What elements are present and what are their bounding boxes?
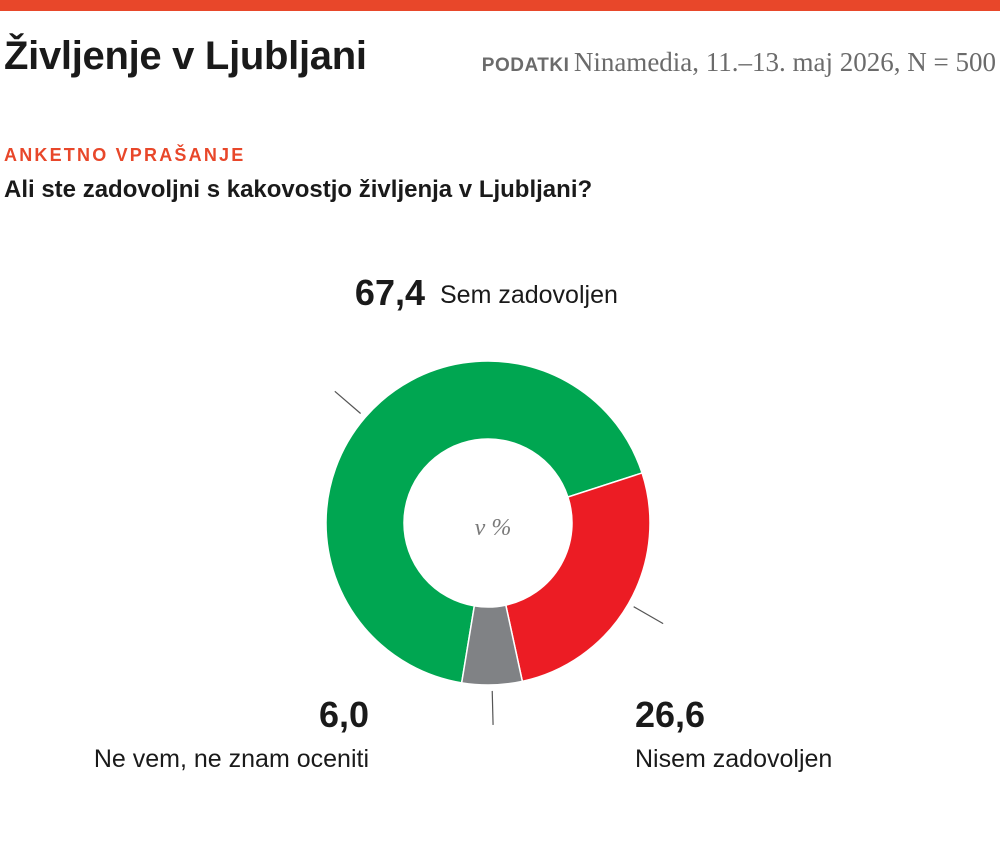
slice-label-satisfied: Sem zadovoljen — [440, 281, 618, 309]
question-text: Ali ste zadovoljni s kakovostjo življenj… — [4, 176, 593, 203]
slice-dont-know — [460, 604, 524, 686]
slice-dissatisfied — [504, 471, 651, 683]
slice-value-satisfied: 67,4 — [355, 272, 425, 313]
slice-value-dissatisfied: 26,6 — [635, 694, 705, 735]
donut-slices — [325, 360, 651, 686]
source-label: PODATKI — [481, 55, 570, 76]
center-unit-label: v % — [475, 515, 512, 541]
slice-label-dont-know: Ne vem, ne znam oceniti — [94, 745, 369, 773]
leader-line-dissatisfied — [633, 606, 664, 625]
source-text: Ninamedia, 11.–13. maj 2026, N = 500 — [573, 47, 996, 77]
leader-line-dont-know — [491, 690, 494, 725]
slice-value-dont-know: 6,0 — [319, 694, 369, 735]
leader-lines — [334, 390, 664, 725]
page-title: Življenje v Ljubljani — [4, 34, 367, 78]
leader-line-satisfied — [334, 390, 361, 414]
slice-satisfied — [325, 360, 644, 684]
top-accent-bar — [0, 0, 1000, 11]
slice-label-dissatisfied: Nisem zadovoljen — [635, 745, 832, 773]
question-kicker: ANKETNO VPRAŠANJE — [4, 145, 246, 165]
source-line: PODATKI Ninamedia, 11.–13. maj 2026, N =… — [482, 44, 996, 85]
